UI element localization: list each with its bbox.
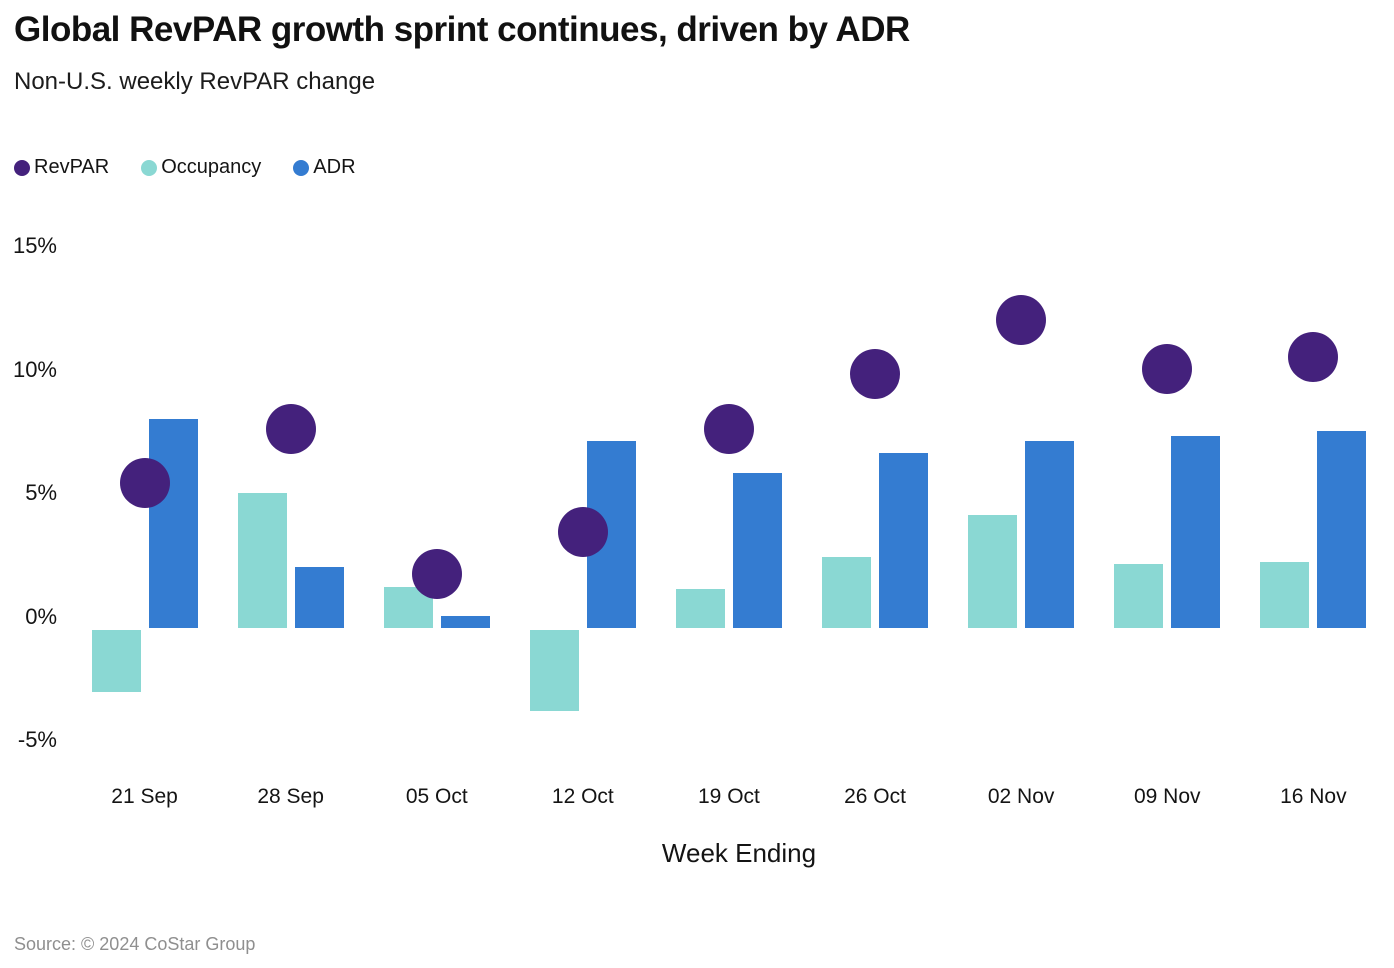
x-axis-title: Week Ending [661, 838, 817, 868]
revpar-dot [411, 549, 462, 600]
x-tick-label: 05 Oct [405, 785, 468, 808]
y-tick-label: 5% [25, 480, 57, 506]
revpar-dot [703, 403, 754, 454]
x-tick-label: 26 Oct [844, 785, 906, 808]
revpar-dot [996, 295, 1047, 346]
revpar-dot [850, 349, 901, 400]
adr-bar [1317, 431, 1367, 629]
source-note: Source: © 2024 CoStar Group [14, 934, 256, 954]
y-tick-label: -5% [17, 726, 57, 752]
x-tick-label: 21 Sep [111, 785, 178, 808]
occupancy-legend-dot-icon [141, 159, 158, 176]
revpar-dot [557, 507, 608, 558]
y-tick-label: 0% [25, 603, 57, 629]
y-tick-label: 10% [12, 356, 57, 382]
revpar-dot [1142, 344, 1193, 395]
x-tick-label: 16 Nov [1280, 785, 1347, 808]
revpar-legend-dot-icon [14, 159, 30, 176]
occupancy-bar [1260, 561, 1310, 629]
y-tick-label: 15% [12, 233, 57, 259]
revpar-dot [119, 457, 170, 508]
revpar-dot [265, 403, 316, 454]
occupancy-bar [968, 515, 1018, 629]
occupancy-bar [91, 630, 141, 692]
adr-bar [294, 566, 344, 629]
x-tick-label: 19 Oct [698, 785, 760, 808]
legend-label-revpar: RevPAR [34, 156, 110, 178]
x-tick-label: 09 Nov [1133, 785, 1201, 808]
chart-title: Global RevPAR growth sprint continues, d… [14, 10, 910, 49]
legend-item-revpar: RevPAR [14, 156, 109, 179]
occupancy-bar [237, 492, 287, 629]
legend-item-occupancy: Occupancy [141, 156, 261, 179]
revpar-dot [1288, 332, 1339, 383]
occupancy-bar [529, 630, 579, 712]
adr-bar [1025, 441, 1075, 629]
adr-bar [879, 453, 929, 629]
occupancy-bar [1114, 564, 1164, 629]
adr-bar [148, 418, 198, 629]
legend: RevPAR Occupancy ADR [14, 156, 388, 179]
chart-subtitle: Non-U.S. weekly RevPAR change [14, 68, 376, 95]
adr-bar [440, 616, 490, 629]
legend-label-occupancy: Occupancy [161, 156, 262, 178]
occupancy-bar [822, 556, 872, 629]
x-tick-label: 02 Nov [987, 785, 1055, 808]
legend-label-adr: ADR [313, 156, 356, 178]
adr-bar [732, 473, 782, 629]
adr-legend-dot-icon [293, 159, 310, 176]
occupancy-bar [675, 589, 725, 629]
legend-item-adr: ADR [293, 156, 356, 179]
x-tick-label: 12 Oct [551, 785, 614, 808]
adr-bar [1171, 436, 1221, 629]
x-tick-label: 28 Sep [257, 785, 324, 808]
